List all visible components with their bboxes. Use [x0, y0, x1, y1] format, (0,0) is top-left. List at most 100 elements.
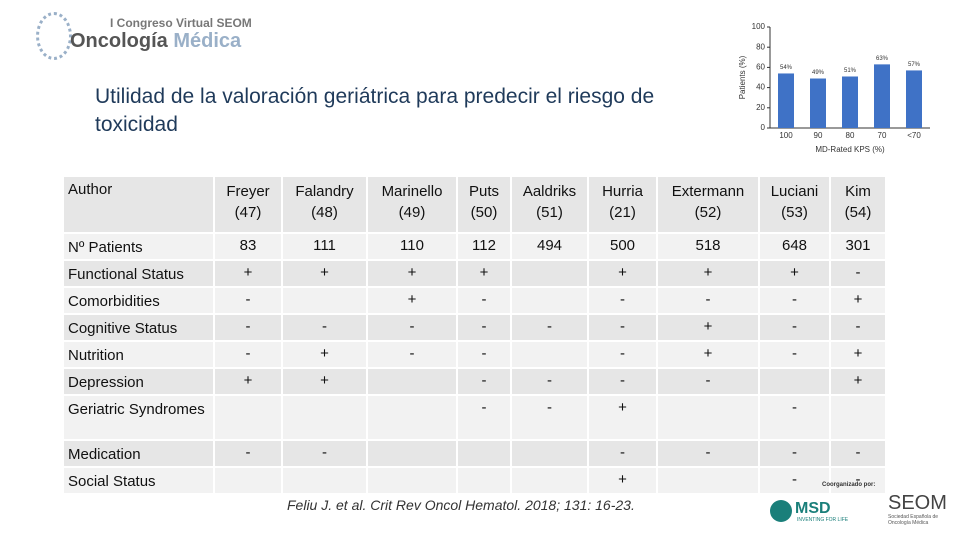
msd-icon [770, 500, 792, 522]
brand-2: Médica [173, 30, 242, 52]
row: Cognitive Status - - - - - - + - - [62, 313, 887, 342]
author-ref: (21) [609, 204, 636, 221]
value-label: 49% [812, 70, 825, 76]
cell: 112 [456, 232, 512, 261]
x-tick-label: 70 [878, 131, 887, 140]
cell [510, 286, 589, 315]
cell: - [656, 367, 760, 396]
bar [778, 73, 794, 128]
cell: - [829, 259, 887, 288]
cell: 518 [656, 232, 760, 261]
brand-1: Oncología [70, 30, 168, 52]
cell [656, 466, 760, 495]
author-name: Freyer [226, 183, 270, 200]
row-label: Comorbidities [62, 286, 215, 315]
cell [510, 259, 589, 288]
cell [510, 340, 589, 369]
cell: - [758, 394, 831, 441]
row: Comorbidities - + - - - - + [62, 286, 887, 315]
cell [366, 466, 458, 495]
coorganized: Coorganizado por: [822, 482, 876, 488]
row-label: Cognitive Status [62, 313, 215, 342]
bar [874, 64, 890, 128]
cell: + [213, 259, 283, 288]
cell: - [510, 313, 589, 342]
table: Author Freyer (47) Falandry (48) Marinello (49… [62, 175, 887, 495]
cell [510, 439, 589, 468]
cell [366, 394, 458, 441]
author-ref: (48) [311, 204, 338, 221]
cell: + [587, 466, 658, 495]
cell: - [656, 286, 760, 315]
cell: - [587, 439, 658, 468]
cell: - [758, 340, 831, 369]
bar [906, 70, 922, 128]
cell [656, 394, 760, 441]
cell: 648 [758, 232, 831, 261]
author-name: Puts [468, 183, 499, 200]
cell: + [281, 340, 368, 369]
corner: Author [62, 175, 215, 234]
cell: - [587, 286, 658, 315]
y-axis-label: Patients (%) [738, 55, 747, 99]
row-label: Geriatric Syndromes [62, 394, 215, 441]
value-label: 54% [780, 65, 793, 71]
cell: - [366, 340, 458, 369]
cell: + [281, 259, 368, 288]
y-tick-label: 20 [756, 103, 765, 112]
author-ref: (47) [234, 204, 262, 221]
row-label: Nutrition [62, 340, 215, 369]
cell [366, 439, 458, 468]
cell: + [656, 259, 760, 288]
seom: SEOM [888, 492, 947, 514]
author-ref: (54) [844, 204, 872, 221]
msd: MSD [795, 500, 831, 517]
x-axis-label: MD-Rated KPS (%) [815, 145, 885, 154]
cell: - [213, 286, 283, 315]
cell [281, 466, 368, 495]
cell: 110 [366, 232, 458, 261]
cell: - [456, 286, 512, 315]
author-name: Falandry [295, 183, 354, 200]
author-ref: (53) [781, 204, 808, 221]
cell: 83 [213, 232, 283, 261]
cell: - [656, 439, 760, 468]
cell [366, 367, 458, 396]
x-tick-label: <70 [907, 131, 921, 140]
column-header: Hurria (21) [587, 175, 658, 234]
cell: + [281, 367, 368, 396]
column-header: Extermann (52) [656, 175, 760, 234]
author-name: Aaldriks [522, 183, 577, 200]
row: Geriatric Syndromes - - + - [62, 394, 887, 441]
cell: - [456, 367, 512, 396]
cell [281, 394, 368, 441]
bar [842, 76, 858, 128]
cell: - [829, 466, 887, 495]
cell: + [366, 286, 458, 315]
cell: 494 [510, 232, 589, 261]
cell: - [829, 313, 887, 342]
seom-tag: Sociedad Española de Oncología Médica [888, 514, 939, 526]
logo-ring [36, 12, 72, 60]
row-label: Depression [62, 367, 215, 396]
cell: - [758, 439, 831, 468]
cell: - [587, 313, 658, 342]
cell [213, 394, 283, 441]
column-header: Freyer (47) [213, 175, 283, 234]
author-ref: (51) [536, 204, 563, 221]
cell [213, 466, 283, 495]
cell: - [587, 367, 658, 396]
cell: + [656, 340, 760, 369]
author-name: Luciani [770, 183, 819, 200]
cell: + [829, 286, 887, 315]
cell: - [213, 439, 283, 468]
citation: Feliu J. et al. Crit Rev Oncol Hematol. … [287, 497, 635, 513]
chart: 0 20 40 60 80 100 100 54% 90 49% 80 51% 70 63% <70 57% M… [738, 22, 930, 154]
row: Nutrition - + - - - + - + [62, 340, 887, 369]
row: Nº Patients 83 111 110 112 494 500 518 648 301 [62, 232, 887, 261]
cell: - [456, 340, 512, 369]
cell: - [510, 367, 589, 396]
y-tick-label: 80 [756, 42, 765, 51]
bar [810, 78, 826, 128]
cell: + [587, 259, 658, 288]
